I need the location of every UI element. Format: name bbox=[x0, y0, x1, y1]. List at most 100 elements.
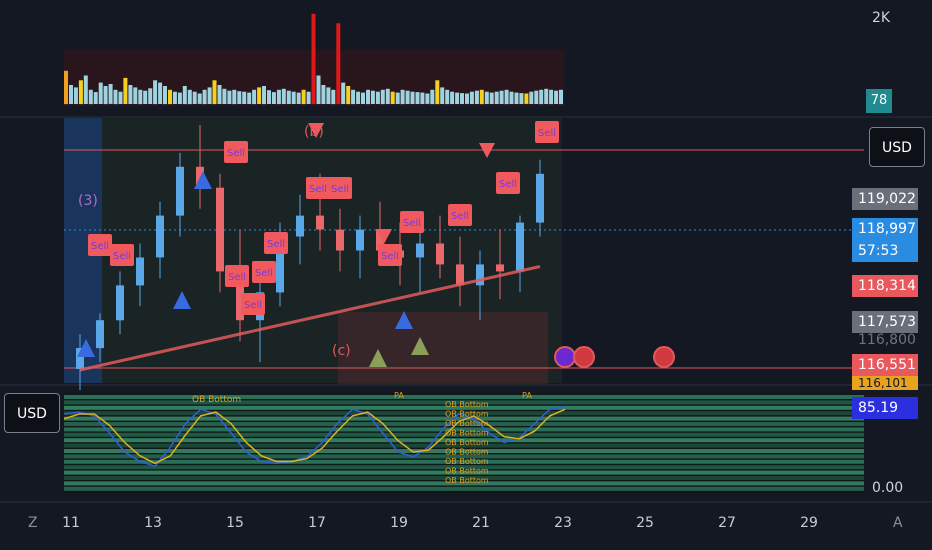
ob-bottom-label: OB Bottom bbox=[445, 476, 489, 485]
pa-label: PA bbox=[394, 391, 404, 400]
corner-z-icon[interactable]: Z bbox=[28, 515, 38, 531]
volume-bar bbox=[267, 90, 271, 104]
volume-bar bbox=[534, 90, 539, 104]
volume-bar bbox=[440, 87, 445, 104]
volume-bar bbox=[494, 91, 499, 104]
sell-label bbox=[252, 261, 276, 283]
volume-bar bbox=[301, 89, 306, 105]
volume-bar bbox=[361, 92, 365, 104]
volume-bar bbox=[430, 89, 435, 105]
volume-bar bbox=[177, 92, 182, 104]
volume-bar bbox=[469, 91, 474, 104]
volume-bar bbox=[123, 77, 128, 104]
candle-body bbox=[476, 264, 484, 286]
sell-label bbox=[88, 234, 112, 256]
ob-bottom-label: OB Bottom bbox=[445, 429, 489, 438]
volume-bar bbox=[138, 89, 143, 105]
volume-bar bbox=[356, 91, 361, 104]
ob-bottom-label: OB Bottom bbox=[445, 419, 489, 428]
volume-bar bbox=[78, 80, 83, 105]
sell-label bbox=[448, 204, 472, 226]
candle-body bbox=[96, 320, 104, 349]
order-block-zone bbox=[338, 312, 548, 384]
corner-a-icon[interactable]: A bbox=[893, 515, 903, 531]
volume-bar bbox=[410, 91, 415, 104]
candle-body bbox=[316, 215, 324, 230]
volume-bar bbox=[187, 89, 192, 105]
buy-triangle bbox=[411, 337, 429, 355]
wave-label-b: (b) bbox=[304, 124, 324, 140]
sell-label bbox=[241, 293, 265, 315]
currency-selector-oscillator[interactable]: USD bbox=[4, 393, 60, 433]
candle-body bbox=[376, 229, 384, 251]
buy-triangle bbox=[395, 311, 413, 329]
volume-bar bbox=[366, 89, 370, 105]
price-tag-119022: 119,022 bbox=[852, 188, 918, 210]
sell-label bbox=[378, 244, 402, 266]
date-tick-label: 19 bbox=[390, 515, 408, 531]
volume-bar bbox=[83, 75, 88, 104]
oscillator-band bbox=[64, 470, 864, 475]
candle-body bbox=[156, 215, 164, 258]
volume-bar bbox=[148, 88, 153, 104]
volume-bar bbox=[405, 90, 410, 104]
countdown-tag: 57:53 bbox=[852, 240, 918, 262]
volume-bar bbox=[286, 90, 291, 104]
ob-bottom-label: OB Bottom bbox=[445, 467, 489, 476]
oscillator-band bbox=[64, 432, 864, 437]
volume-bar bbox=[158, 82, 163, 104]
oscillator-band bbox=[64, 486, 864, 491]
volume-bar bbox=[445, 89, 450, 105]
volume-bar bbox=[554, 90, 559, 104]
currency-selector-top[interactable]: USD bbox=[869, 127, 925, 167]
sell-label-text: Sell bbox=[255, 268, 273, 279]
volume-bar bbox=[172, 91, 177, 104]
candle-body bbox=[336, 229, 344, 251]
volume-bar bbox=[276, 89, 281, 105]
wave-label-3: (3) bbox=[78, 193, 98, 209]
volume-bar bbox=[559, 89, 563, 105]
buy-triangle bbox=[369, 349, 387, 367]
volume-bar bbox=[88, 89, 93, 105]
sell-label bbox=[264, 232, 288, 254]
oscillator-band bbox=[64, 443, 864, 448]
volume-bar bbox=[544, 88, 549, 104]
price-tag-117573: 117,573 bbox=[852, 311, 918, 333]
sell-label-text: Sell bbox=[403, 218, 421, 229]
volume-bar bbox=[64, 70, 68, 105]
sell-triangle bbox=[376, 229, 392, 244]
volume-bar bbox=[311, 13, 316, 105]
moving-average-line bbox=[79, 265, 541, 372]
volume-bar bbox=[549, 89, 554, 105]
volume-bar bbox=[529, 91, 534, 104]
sell-triangle bbox=[479, 143, 495, 158]
volume-bar bbox=[192, 91, 197, 104]
volume-badge: 78 bbox=[866, 89, 892, 113]
volume-bar bbox=[484, 91, 489, 104]
volume-bar bbox=[380, 89, 385, 105]
sell-label-text: Sell bbox=[538, 128, 556, 139]
volume-bar bbox=[539, 89, 544, 105]
volume-bar bbox=[133, 87, 138, 104]
oscillator-band bbox=[64, 395, 864, 399]
volume-bar bbox=[420, 92, 425, 104]
volume-bar bbox=[499, 90, 504, 104]
volume-bar bbox=[252, 89, 257, 105]
volume-bar bbox=[326, 87, 331, 104]
date-tick-label: 15 bbox=[226, 515, 244, 531]
price-tag-116551: 116,551 bbox=[852, 354, 918, 376]
volume-bar bbox=[242, 91, 247, 104]
sell-label bbox=[328, 177, 352, 199]
trade-zone-shade bbox=[102, 118, 562, 383]
candle-body bbox=[456, 264, 464, 286]
oscillator-band bbox=[64, 405, 864, 410]
sell-triangle bbox=[308, 123, 324, 138]
volume-bar bbox=[93, 92, 98, 104]
volume-bar bbox=[370, 90, 375, 104]
oscillator-value-tag: 85.19 bbox=[852, 397, 918, 419]
volume-bar bbox=[524, 93, 529, 104]
sell-label bbox=[496, 172, 520, 194]
volume-bar bbox=[346, 86, 351, 105]
volume-bar bbox=[395, 92, 400, 104]
